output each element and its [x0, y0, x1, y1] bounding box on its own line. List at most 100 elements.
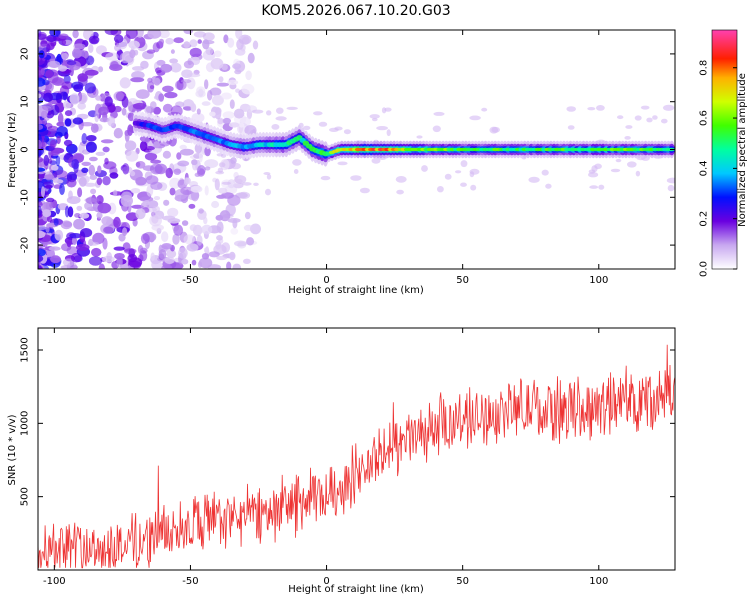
noise-blob [153, 196, 161, 201]
spectrogram-marks [38, 30, 675, 269]
noise-blob [103, 226, 114, 234]
noise-blob [197, 165, 206, 175]
noise-blob [222, 117, 231, 125]
noise-blob [172, 233, 180, 245]
snr-x-tick-label: -100 [43, 576, 66, 587]
spectrogram-y-tick-label: 20 [20, 48, 31, 61]
noise-blob [173, 37, 184, 44]
noise-blob [183, 177, 189, 186]
noise-blob [271, 124, 280, 130]
noise-blob [88, 35, 100, 45]
noise-blob [244, 211, 251, 220]
noise-blob [243, 258, 251, 264]
noise-blob [228, 122, 240, 128]
noise-blob [197, 39, 202, 44]
noise-blob [662, 104, 675, 111]
noise-blob [661, 118, 668, 124]
snr-x-tick-label: 100 [589, 576, 608, 587]
noise-blob [238, 191, 251, 199]
noise-blob [241, 83, 255, 95]
noise-blob [124, 248, 137, 254]
noise-blob [43, 92, 53, 103]
noise-blob [130, 188, 141, 194]
noise-blob [617, 115, 624, 120]
noise-blob [150, 101, 157, 109]
noise-blob [109, 172, 119, 179]
noise-blob [211, 200, 220, 209]
noise-blob [247, 52, 255, 64]
noise-blob [40, 110, 48, 119]
noise-blob [625, 125, 633, 129]
noise-blob [113, 246, 125, 251]
noise-blob [64, 205, 70, 218]
noise-blob [38, 156, 44, 163]
noise-blob [591, 165, 598, 173]
noise-blob [79, 212, 90, 219]
noise-blob [421, 165, 428, 172]
snr-frame [37, 327, 676, 571]
noise-blob [246, 237, 255, 246]
noise-blob [350, 175, 362, 181]
noise-blob [45, 225, 50, 233]
noise-blob [104, 157, 109, 165]
noise-blob [96, 212, 103, 219]
snr-series-line [38, 344, 675, 569]
noise-blob [163, 199, 170, 206]
colorbar-tick-label: 0.8 [699, 60, 710, 76]
noise-blob [57, 112, 64, 125]
noise-blob [216, 255, 228, 261]
noise-blob [489, 126, 499, 134]
noise-blob [128, 40, 140, 49]
noise-blob [634, 115, 642, 121]
noise-blob [131, 204, 144, 209]
noise-blob [266, 174, 272, 180]
noise-blob [97, 202, 112, 214]
noise-blob [437, 186, 444, 193]
snr-panel: -100 -50 0 50 100 500 1000 1500 Height of stra… [7, 327, 676, 595]
noise-blob [245, 70, 252, 81]
noise-blob [169, 58, 179, 64]
noise-blob [61, 81, 73, 90]
noise-blob [146, 49, 156, 54]
noise-blob [104, 30, 118, 36]
noise-blob [88, 164, 96, 177]
noise-blob [114, 253, 125, 260]
noise-blob [38, 230, 46, 239]
noise-blob [127, 124, 133, 136]
noise-blob [217, 117, 224, 125]
noise-blob [598, 184, 605, 190]
noise-blob [130, 77, 145, 83]
noise-blob [76, 205, 83, 211]
noise-blob [44, 174, 55, 180]
noise-blob [329, 127, 339, 132]
noise-blob [170, 62, 182, 73]
noise-blob [151, 214, 159, 224]
noise-blob [189, 39, 198, 48]
noise-blob [337, 161, 348, 166]
noise-blob [128, 257, 143, 268]
noise-blob [86, 135, 97, 142]
noise-blob [139, 140, 148, 152]
noise-blob [113, 216, 121, 228]
noise-blob [216, 235, 223, 241]
noise-blob [71, 159, 80, 170]
noise-blob [135, 176, 147, 186]
noise-blob [635, 170, 641, 177]
colorbar-gradient [712, 30, 737, 269]
noise-blob [69, 233, 82, 239]
noise-blob [40, 68, 45, 76]
noise-blob [114, 44, 121, 52]
snr-y-ticks: 500 1000 1500 [20, 337, 675, 506]
noise-blob [183, 30, 194, 35]
noise-blob [66, 60, 77, 66]
noise-blob [105, 52, 119, 61]
noise-blob [80, 228, 93, 238]
noise-blob [396, 189, 404, 195]
noise-blob [43, 122, 53, 129]
chart-title: KOM5.2026.067.10.20.G03 [261, 3, 450, 19]
spectrogram-x-label: Height of straight line (km) [288, 285, 424, 296]
noise-blob [72, 236, 77, 246]
noise-blob [303, 125, 311, 131]
noise-blob [221, 92, 232, 100]
